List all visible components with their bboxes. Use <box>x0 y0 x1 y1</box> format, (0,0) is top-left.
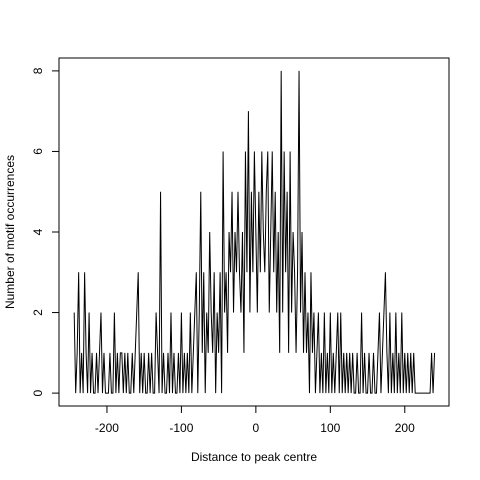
data-line <box>73 70 436 394</box>
y-axis-label: Number of motif occurrences <box>3 155 17 309</box>
x-tick-label: 200 <box>395 421 415 435</box>
y-tick-label: 0 <box>31 389 45 396</box>
x-tick-label: 0 <box>253 421 260 435</box>
y-tick-label: 8 <box>31 67 45 74</box>
y-tick-label: 2 <box>31 309 45 316</box>
y-tick-label: 4 <box>31 228 45 235</box>
y-tick-label: 6 <box>31 148 45 155</box>
x-axis-label: Distance to peak centre <box>191 450 317 464</box>
x-tick-label: -100 <box>169 421 193 435</box>
x-tick-label: 100 <box>320 421 340 435</box>
x-tick-label: -200 <box>95 421 119 435</box>
